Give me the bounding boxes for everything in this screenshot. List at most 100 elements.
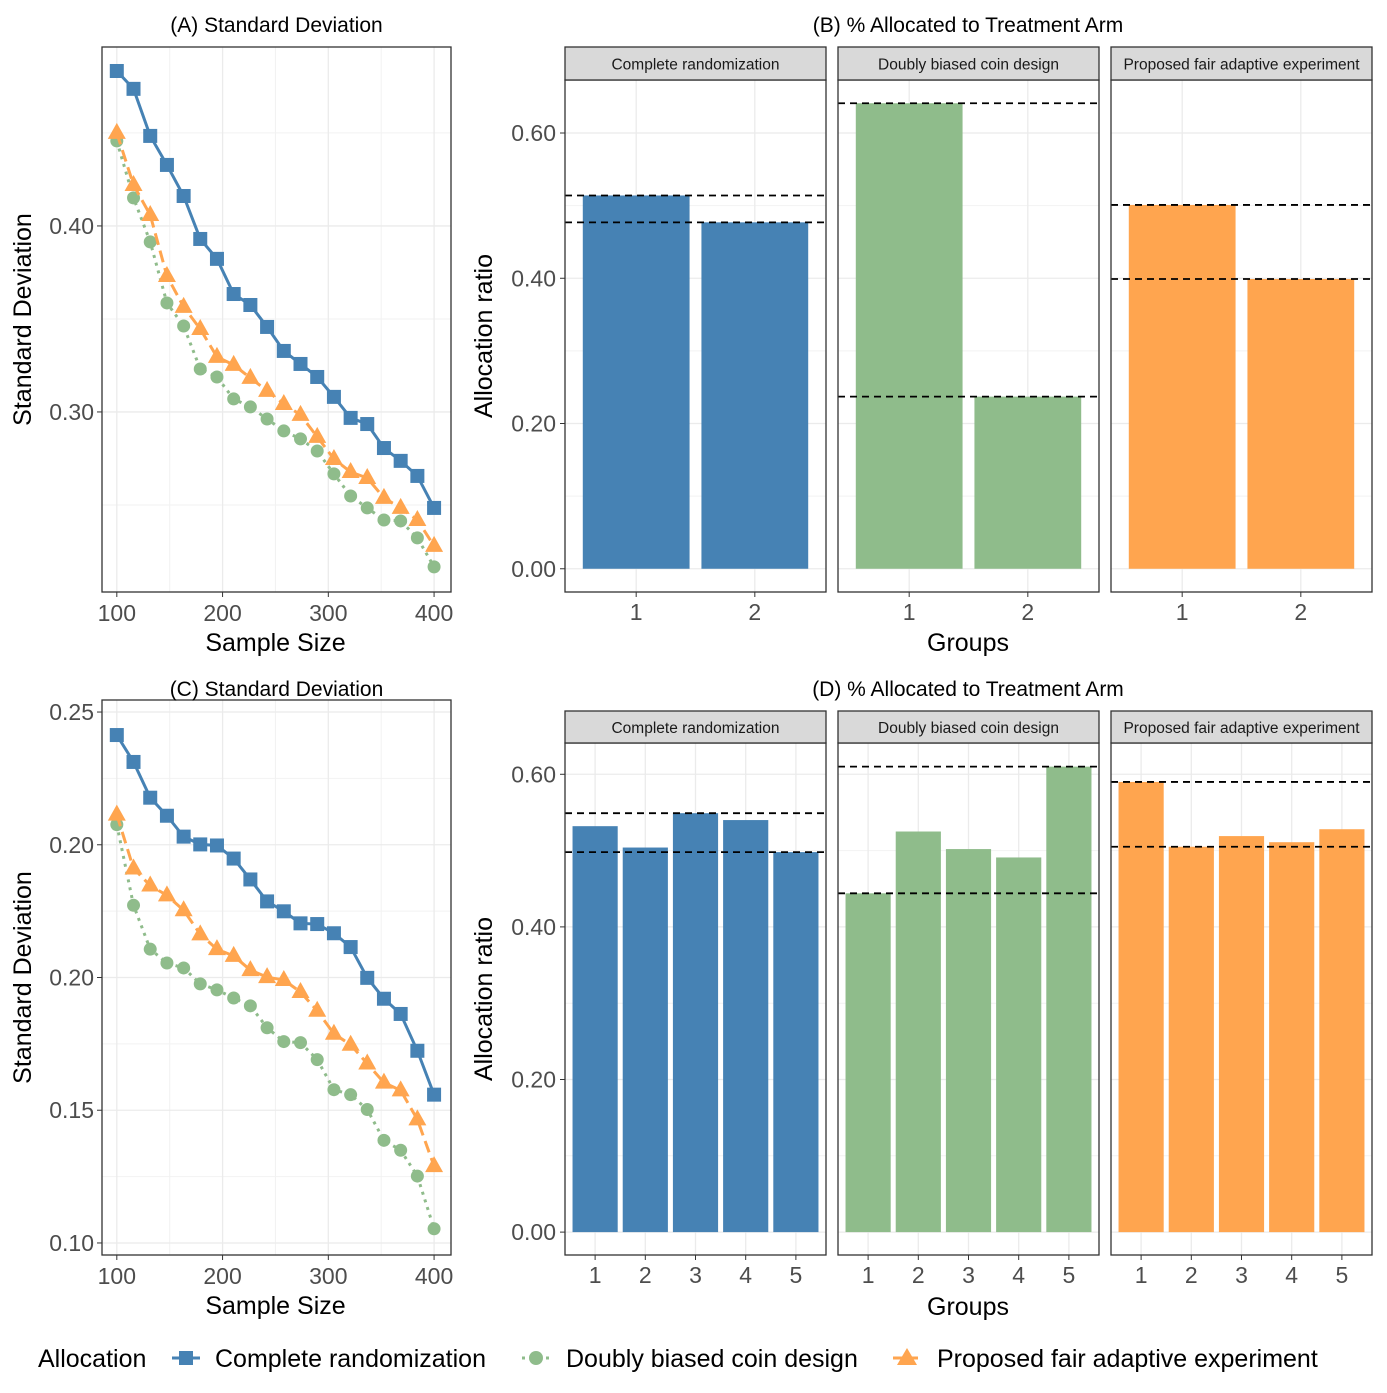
data-point-triangle xyxy=(291,982,310,999)
data-point-square xyxy=(410,1043,425,1058)
data-point-triangle xyxy=(374,1072,393,1089)
x-tick-label: 5 xyxy=(789,1262,802,1288)
data-point-triangle xyxy=(274,393,293,410)
data-point-triangle xyxy=(341,462,360,479)
data-point-circle xyxy=(177,961,191,975)
legend: Allocation Complete randomization Doubly… xyxy=(38,1345,1318,1373)
bar xyxy=(1118,781,1164,1233)
x-tick-label: 2 xyxy=(1021,599,1034,625)
facet-strip xyxy=(1110,710,1373,744)
data-point-square xyxy=(209,251,224,266)
data-point-circle xyxy=(143,942,157,956)
data-point-square xyxy=(176,188,191,203)
bar xyxy=(974,396,1082,569)
facet-complete-randomization: 1 2 3 4 5 Complete randomization xyxy=(564,710,827,1288)
panel-b: 1 2 Complete randomization 1 2 Doubly biased … xyxy=(470,14,1373,657)
data-point-circle xyxy=(277,1035,291,1049)
data-point-square xyxy=(126,754,141,769)
x-tick-label: 400 xyxy=(415,1263,453,1289)
data-point-triangle xyxy=(207,939,226,956)
facet-strip-label: Proposed fair adaptive experiment xyxy=(1123,720,1360,737)
x-tick-label: 4 xyxy=(739,1262,752,1288)
data-point-triangle xyxy=(191,924,210,941)
facet-strip xyxy=(837,710,1100,744)
data-point-square xyxy=(226,287,241,302)
data-point-triangle xyxy=(425,535,444,552)
bar xyxy=(672,813,719,1233)
data-point-circle xyxy=(260,1021,274,1035)
panel-d: 1 2 3 4 5 Complete randomization 1 2 3 4 5 Doubly b… xyxy=(470,678,1373,1321)
data-point-circle xyxy=(277,424,291,438)
data-point-triangle xyxy=(207,346,226,363)
data-point-square xyxy=(276,343,291,358)
y-tick-label: 0.25 xyxy=(49,699,94,725)
facet-strip xyxy=(1110,46,1373,81)
data-point-square xyxy=(343,940,358,955)
bar xyxy=(1218,836,1265,1233)
data-point-circle xyxy=(394,514,408,528)
data-point-square xyxy=(376,441,391,456)
data-point-triangle xyxy=(157,265,176,282)
data-point-square xyxy=(260,894,275,909)
data-point-square xyxy=(310,369,325,384)
x-tick-label: 5 xyxy=(1335,1262,1348,1288)
bar xyxy=(1128,204,1236,569)
data-point-square xyxy=(243,297,258,312)
bar xyxy=(773,852,819,1233)
x-tick-label: 1 xyxy=(903,599,916,625)
facet-strip-label: Complete randomization xyxy=(611,57,779,74)
data-point-circle xyxy=(360,501,374,515)
legend-label: Complete randomization xyxy=(215,1345,486,1373)
x-tick-label: 2 xyxy=(748,599,761,625)
data-point-square xyxy=(109,728,124,743)
data-point-triangle xyxy=(391,497,410,514)
x-tick-label: 3 xyxy=(689,1262,702,1288)
data-point-circle xyxy=(243,999,257,1013)
y-tick-label: 0.40 xyxy=(511,914,556,940)
x-axis-title: Groups xyxy=(927,629,1009,657)
data-point-square xyxy=(159,157,174,172)
data-point-square xyxy=(226,851,241,866)
data-point-square xyxy=(427,1087,442,1102)
data-point-triangle xyxy=(291,404,310,421)
data-point-square xyxy=(376,991,391,1006)
data-point-square xyxy=(260,319,275,334)
data-point-square xyxy=(393,453,408,468)
y-tick-label: 0.10 xyxy=(49,1230,94,1256)
x-tick-label: 4 xyxy=(1285,1262,1298,1288)
x-tick-label: 1 xyxy=(1176,599,1189,625)
facet-strip xyxy=(837,46,1100,81)
bar xyxy=(945,849,992,1233)
x-tick-label: 200 xyxy=(203,600,241,626)
x-tick-label: 2 xyxy=(1294,599,1307,625)
y-tick-label: 0.20 xyxy=(49,965,94,991)
series-proposed-fair-adaptive-experiment xyxy=(107,122,444,552)
data-point-triangle xyxy=(174,296,193,313)
data-point-square xyxy=(126,81,141,96)
triangle-marker-icon xyxy=(897,1348,917,1365)
plot-border xyxy=(101,699,452,1256)
bar xyxy=(1247,278,1355,569)
bar xyxy=(855,103,963,569)
data-point-circle xyxy=(410,1169,424,1183)
data-point-triangle xyxy=(274,969,293,986)
x-tick-label: 2 xyxy=(912,1262,925,1288)
data-point-square xyxy=(343,410,358,425)
data-point-circle xyxy=(410,531,424,545)
legend-label: Proposed fair adaptive experiment xyxy=(937,1345,1318,1373)
data-point-square xyxy=(143,128,158,143)
bar xyxy=(622,847,668,1233)
data-point-circle xyxy=(227,991,241,1005)
data-point-circle xyxy=(310,1053,324,1067)
data-point-circle xyxy=(210,370,224,384)
x-tick-label: 100 xyxy=(98,600,136,626)
data-point-triangle xyxy=(157,885,176,902)
data-point-circle xyxy=(427,1222,441,1236)
x-tick-label: 1 xyxy=(630,599,643,625)
data-point-square xyxy=(360,417,375,432)
legend-item-complete-randomization: Complete randomization xyxy=(172,1345,486,1373)
plot-border xyxy=(101,46,452,593)
y-tick-label: 0.60 xyxy=(511,761,556,787)
facet-doubly-biased-coin-design: 1 2 Doubly biased coin design xyxy=(837,46,1100,625)
